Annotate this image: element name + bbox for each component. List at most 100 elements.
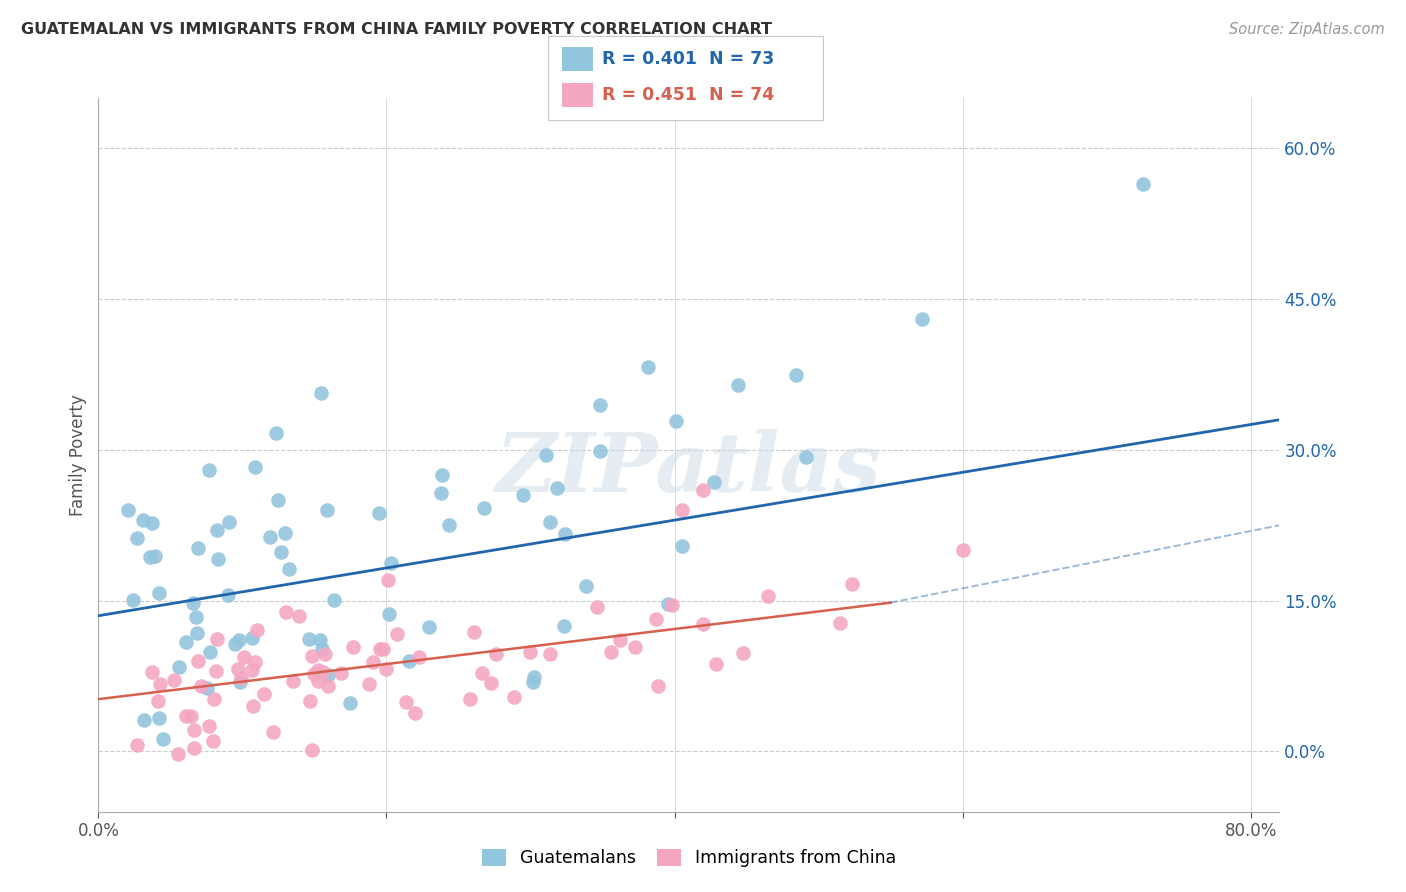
Point: [187, 654, 209, 668]
Point: [458, 692, 481, 706]
Point: [233, 650, 256, 665]
Point: [229, 671, 252, 685]
Point: [121, 593, 143, 607]
Point: [1132, 177, 1154, 191]
Point: [187, 541, 209, 556]
Point: [205, 665, 228, 679]
Point: [911, 312, 934, 326]
Point: [273, 525, 295, 540]
Point: [316, 668, 339, 682]
Text: R = 0.401  N = 73: R = 0.401 N = 73: [602, 50, 775, 68]
Point: [243, 655, 266, 669]
Point: [756, 589, 779, 603]
Point: [311, 642, 333, 657]
Point: [554, 526, 576, 541]
Point: [207, 552, 229, 566]
Point: [245, 623, 267, 637]
Point: [315, 502, 337, 516]
Point: [589, 443, 612, 458]
Point: [546, 481, 568, 495]
Point: [198, 463, 221, 477]
Point: [377, 573, 399, 587]
Point: [201, 734, 224, 748]
Point: [174, 709, 197, 723]
Point: [298, 632, 321, 647]
Point: [242, 699, 264, 714]
Point: [671, 503, 693, 517]
Point: [538, 515, 561, 529]
Point: [586, 599, 609, 614]
Point: [139, 549, 162, 564]
Point: [479, 675, 502, 690]
Point: [301, 648, 323, 663]
Point: [692, 483, 714, 497]
Point: [304, 667, 326, 681]
Point: [522, 674, 544, 689]
Point: [378, 607, 401, 621]
Text: R = 0.451  N = 74: R = 0.451 N = 74: [602, 86, 775, 103]
Point: [512, 488, 534, 502]
Point: [380, 556, 402, 570]
Point: [368, 642, 391, 657]
Text: GUATEMALAN VS IMMIGRANTS FROM CHINA FAMILY POVERTY CORRELATION CHART: GUATEMALAN VS IMMIGRANTS FROM CHINA FAMI…: [21, 22, 772, 37]
Point: [665, 414, 688, 428]
Point: [430, 468, 453, 483]
Point: [274, 606, 297, 620]
Point: [311, 386, 333, 401]
Point: [186, 610, 208, 624]
Point: [148, 585, 170, 599]
Point: [671, 539, 693, 553]
Point: [637, 360, 659, 375]
Point: [828, 615, 851, 630]
Point: [371, 642, 394, 657]
Point: [197, 681, 219, 695]
Point: [125, 738, 148, 752]
Point: [731, 647, 754, 661]
Text: ZIPatlas: ZIPatlas: [496, 429, 882, 509]
Point: [398, 655, 420, 669]
Point: [439, 518, 461, 533]
Point: [418, 619, 440, 633]
Point: [167, 747, 190, 761]
Point: [190, 679, 212, 693]
Point: [207, 632, 229, 646]
Point: [202, 691, 225, 706]
Point: [262, 725, 284, 739]
Point: [647, 679, 669, 693]
Point: [228, 632, 250, 647]
Point: [408, 650, 430, 665]
Point: [288, 608, 311, 623]
Point: [226, 662, 249, 676]
Point: [661, 598, 683, 612]
Point: [463, 624, 485, 639]
Point: [163, 673, 186, 688]
Point: [252, 687, 274, 701]
Point: [645, 611, 668, 625]
Point: [357, 676, 380, 690]
Point: [609, 632, 631, 647]
Point: [264, 426, 287, 441]
Point: [205, 523, 228, 537]
Point: [181, 596, 204, 610]
Point: [703, 475, 725, 489]
Point: [299, 694, 322, 708]
Point: [794, 450, 817, 465]
Point: [316, 679, 339, 693]
Point: [588, 398, 610, 412]
Point: [361, 656, 384, 670]
Point: [132, 513, 155, 527]
Point: [314, 647, 336, 661]
Point: [952, 543, 974, 558]
Point: [519, 645, 541, 659]
Point: [339, 696, 361, 710]
Point: [224, 637, 246, 651]
Point: [152, 731, 174, 746]
Point: [125, 531, 148, 545]
Point: [385, 627, 408, 641]
Point: [183, 741, 205, 756]
Point: [375, 662, 398, 676]
Point: [198, 719, 221, 733]
Point: [217, 588, 239, 602]
Point: [727, 377, 749, 392]
Point: [218, 515, 240, 529]
